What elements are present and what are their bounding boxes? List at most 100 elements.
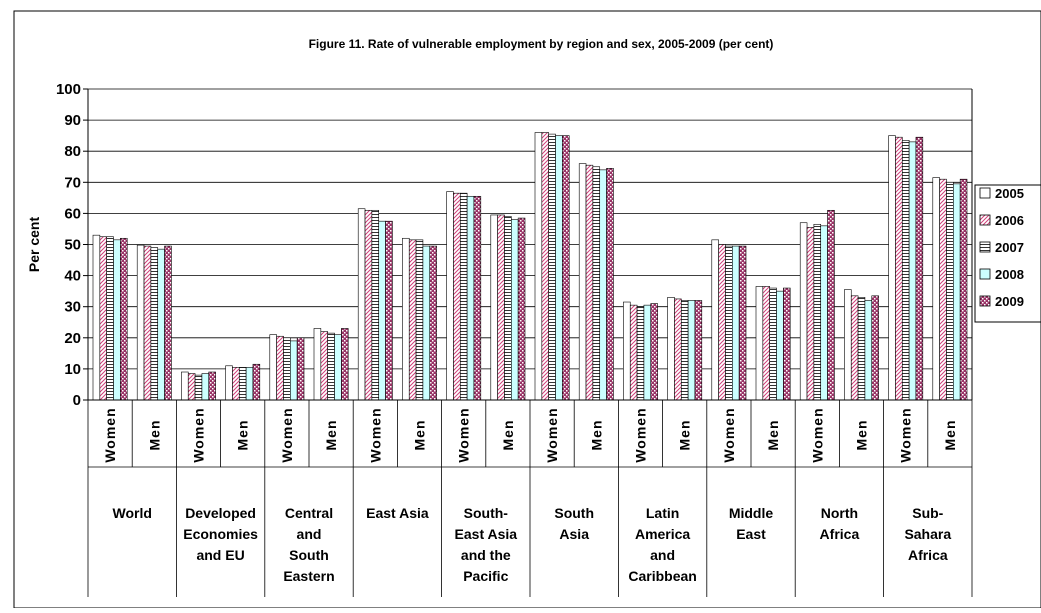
y-tick-label: 100	[56, 81, 81, 98]
legend-swatch	[979, 241, 991, 253]
bar-2007	[106, 236, 114, 401]
bar-2007	[283, 337, 291, 401]
bar-2006	[320, 331, 328, 401]
bar-2005	[799, 222, 808, 401]
subcategory-label: Men	[412, 420, 428, 451]
bar-2007	[592, 166, 601, 401]
group-label: South	[289, 547, 329, 563]
bar-2009	[959, 178, 968, 401]
bar-2005	[269, 334, 277, 401]
bar-2009	[915, 136, 924, 401]
bar-2006	[939, 178, 947, 401]
subcategory-label: Women	[456, 407, 472, 462]
bar-2007	[150, 247, 159, 401]
legend-label: 2009	[995, 294, 1024, 309]
bar-2007	[857, 297, 866, 401]
bar-2005	[446, 191, 454, 401]
bar-2006	[187, 373, 196, 401]
bar-2006	[99, 236, 107, 401]
chart-title: Figure 11. Rate of vulnerable employment…	[309, 37, 774, 51]
subcategory-label: Women	[367, 407, 383, 462]
bar-2008	[687, 300, 696, 401]
subcategory-label: Men	[854, 420, 870, 451]
bar-2005	[402, 237, 410, 401]
subcategory-label: Men	[588, 420, 604, 451]
group-label: East Asia	[455, 526, 518, 542]
bar-2005	[534, 132, 543, 401]
group-label: and the	[461, 547, 511, 563]
subcategory-label: Women	[102, 407, 118, 462]
bar-2009	[606, 168, 614, 401]
legend-label: 2007	[995, 240, 1024, 255]
bar-2007	[194, 374, 203, 401]
bar-2008	[511, 219, 519, 401]
bar-2005	[578, 163, 587, 401]
bar-2009	[694, 300, 703, 401]
bar-2008	[864, 300, 873, 401]
bar-2006	[718, 244, 726, 401]
group-label: and	[297, 526, 322, 542]
y-tick-label: 30	[64, 299, 81, 316]
bar-2007	[459, 192, 468, 401]
group-label: Central	[285, 505, 333, 521]
bar-2006	[497, 214, 505, 401]
bar-2005	[667, 297, 675, 401]
bar-2008	[820, 225, 828, 401]
group-label: East	[736, 526, 766, 542]
y-tick-label: 40	[64, 268, 81, 285]
bar-2007	[548, 133, 556, 401]
bar-2008	[599, 169, 607, 401]
group-label: and	[650, 547, 675, 563]
subcategory-label: Women	[809, 407, 825, 462]
y-tick-label: 60	[64, 205, 81, 222]
group-label: Middle	[729, 505, 774, 521]
subcategory-label: Men	[323, 420, 339, 451]
y-tick-label: 50	[64, 237, 81, 254]
bar-2009	[562, 135, 570, 401]
y-axis-title: Per cent	[26, 217, 42, 273]
bar-2006	[143, 245, 152, 401]
group-label: Economies	[183, 526, 258, 542]
bar-2009	[341, 328, 349, 401]
bar-2008	[334, 334, 342, 401]
subcategory-label: Women	[721, 407, 737, 462]
bar-2009	[252, 363, 261, 401]
legend-swatch	[979, 295, 991, 307]
y-tick-label: 70	[64, 174, 81, 191]
bar-2007	[901, 140, 910, 401]
group-label: Sahara	[904, 526, 951, 542]
bar-2007	[636, 306, 645, 401]
bar-2008	[732, 245, 740, 401]
bar-2007	[415, 239, 424, 401]
bar-2009	[783, 287, 791, 401]
bar-2009	[296, 337, 305, 401]
bar-2009	[650, 303, 658, 401]
bar-2008	[201, 373, 210, 401]
subcategory-label: Men	[235, 420, 251, 451]
bar-2006	[453, 192, 461, 401]
group-label: North	[821, 505, 858, 521]
bar-2008	[157, 248, 165, 401]
bar-2005	[711, 239, 719, 401]
bar-2008	[290, 340, 298, 401]
y-tick-label: 20	[64, 330, 81, 347]
bar-2005	[623, 301, 631, 401]
bar-2005	[225, 365, 233, 401]
group-label: Africa	[908, 547, 948, 563]
legend-label: 2006	[995, 213, 1024, 228]
y-tick-label: 0	[73, 392, 81, 409]
bar-2005	[357, 208, 366, 401]
bar-2006	[541, 132, 549, 401]
legend-label: 2008	[995, 267, 1024, 282]
bar-2009	[517, 217, 526, 401]
bar-2005	[136, 244, 145, 401]
group-label: Caribbean	[628, 568, 696, 584]
bar-2006	[674, 298, 682, 401]
bar-2007	[769, 287, 777, 401]
bar-2009	[164, 245, 172, 401]
bar-2007	[327, 332, 335, 401]
bar-2007	[238, 367, 247, 401]
bar-2007	[371, 209, 380, 401]
bar-2006	[895, 136, 903, 401]
bar-2005	[932, 177, 940, 401]
